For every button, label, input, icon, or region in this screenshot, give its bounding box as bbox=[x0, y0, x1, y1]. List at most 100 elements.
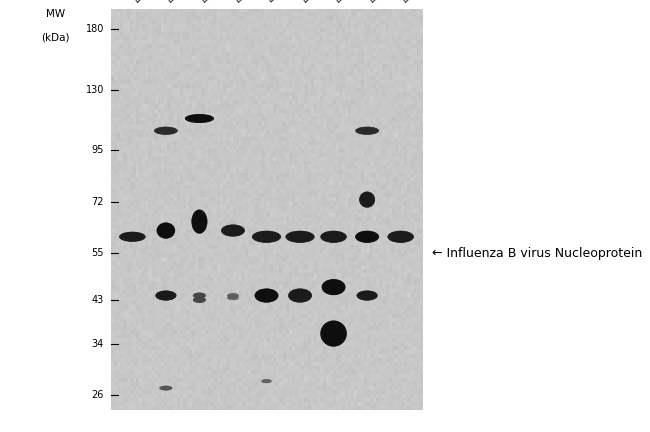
Ellipse shape bbox=[124, 233, 141, 241]
Ellipse shape bbox=[290, 289, 310, 302]
Ellipse shape bbox=[194, 297, 205, 303]
Ellipse shape bbox=[193, 292, 205, 299]
Ellipse shape bbox=[119, 232, 146, 242]
Ellipse shape bbox=[194, 297, 205, 303]
Ellipse shape bbox=[286, 231, 314, 243]
Ellipse shape bbox=[364, 195, 370, 204]
Ellipse shape bbox=[355, 231, 379, 243]
Ellipse shape bbox=[255, 232, 278, 242]
Ellipse shape bbox=[393, 232, 408, 241]
Ellipse shape bbox=[161, 225, 171, 236]
Ellipse shape bbox=[161, 128, 170, 133]
Ellipse shape bbox=[357, 127, 377, 134]
Ellipse shape bbox=[129, 235, 135, 239]
Ellipse shape bbox=[323, 232, 344, 242]
Ellipse shape bbox=[330, 327, 338, 340]
Ellipse shape bbox=[163, 226, 169, 235]
Ellipse shape bbox=[122, 232, 142, 241]
Ellipse shape bbox=[255, 289, 278, 302]
Text: B/Florida/07/04: B/Florida/07/04 bbox=[233, 0, 288, 4]
Ellipse shape bbox=[262, 379, 271, 383]
Ellipse shape bbox=[356, 231, 379, 243]
Ellipse shape bbox=[365, 196, 370, 203]
Ellipse shape bbox=[227, 293, 239, 298]
Ellipse shape bbox=[289, 232, 311, 242]
Ellipse shape bbox=[389, 231, 413, 242]
Ellipse shape bbox=[391, 232, 411, 242]
Ellipse shape bbox=[157, 127, 174, 134]
Ellipse shape bbox=[292, 290, 309, 301]
Ellipse shape bbox=[157, 222, 175, 238]
Ellipse shape bbox=[322, 231, 345, 242]
Ellipse shape bbox=[227, 227, 239, 235]
Ellipse shape bbox=[228, 293, 238, 298]
Ellipse shape bbox=[188, 114, 211, 122]
Ellipse shape bbox=[362, 128, 372, 133]
Ellipse shape bbox=[255, 289, 278, 302]
Ellipse shape bbox=[193, 297, 205, 303]
Ellipse shape bbox=[262, 234, 271, 240]
Ellipse shape bbox=[261, 379, 272, 383]
Ellipse shape bbox=[195, 298, 203, 302]
Ellipse shape bbox=[194, 293, 205, 298]
Ellipse shape bbox=[262, 292, 271, 299]
Ellipse shape bbox=[221, 225, 245, 237]
Ellipse shape bbox=[185, 114, 214, 123]
Ellipse shape bbox=[287, 231, 313, 242]
Ellipse shape bbox=[297, 234, 304, 239]
Ellipse shape bbox=[294, 291, 307, 300]
Ellipse shape bbox=[358, 291, 376, 300]
Ellipse shape bbox=[155, 291, 176, 301]
Ellipse shape bbox=[325, 232, 342, 241]
Ellipse shape bbox=[261, 379, 272, 383]
Ellipse shape bbox=[292, 232, 308, 241]
Ellipse shape bbox=[160, 292, 172, 299]
Ellipse shape bbox=[160, 386, 172, 391]
Ellipse shape bbox=[222, 225, 244, 236]
Ellipse shape bbox=[157, 127, 175, 134]
Ellipse shape bbox=[390, 232, 411, 242]
Ellipse shape bbox=[264, 380, 269, 382]
Ellipse shape bbox=[158, 127, 174, 134]
Ellipse shape bbox=[327, 233, 340, 241]
Ellipse shape bbox=[254, 231, 279, 242]
Ellipse shape bbox=[285, 231, 315, 243]
Ellipse shape bbox=[364, 293, 370, 298]
Ellipse shape bbox=[187, 114, 213, 123]
Ellipse shape bbox=[159, 386, 172, 391]
Ellipse shape bbox=[326, 232, 341, 241]
Ellipse shape bbox=[158, 223, 174, 238]
Ellipse shape bbox=[363, 129, 371, 133]
Ellipse shape bbox=[194, 116, 205, 121]
Ellipse shape bbox=[194, 212, 205, 232]
Ellipse shape bbox=[222, 225, 244, 236]
Ellipse shape bbox=[356, 127, 378, 134]
Ellipse shape bbox=[229, 296, 237, 300]
Ellipse shape bbox=[358, 127, 376, 134]
Ellipse shape bbox=[158, 291, 174, 300]
Ellipse shape bbox=[224, 226, 241, 235]
Ellipse shape bbox=[193, 292, 206, 299]
Text: B/Florida/04/06: B/Florida/04/06 bbox=[200, 0, 254, 4]
Ellipse shape bbox=[198, 299, 202, 302]
Ellipse shape bbox=[193, 292, 205, 299]
Ellipse shape bbox=[330, 234, 338, 240]
Ellipse shape bbox=[360, 192, 374, 207]
Ellipse shape bbox=[154, 127, 177, 135]
Ellipse shape bbox=[227, 295, 239, 300]
Ellipse shape bbox=[292, 233, 307, 241]
Ellipse shape bbox=[289, 232, 312, 242]
Ellipse shape bbox=[363, 234, 371, 240]
Ellipse shape bbox=[365, 234, 370, 239]
Ellipse shape bbox=[392, 232, 410, 241]
Ellipse shape bbox=[388, 231, 413, 243]
Ellipse shape bbox=[297, 293, 303, 299]
Ellipse shape bbox=[361, 233, 373, 241]
Ellipse shape bbox=[196, 214, 203, 229]
Ellipse shape bbox=[161, 386, 170, 390]
Text: 26: 26 bbox=[92, 390, 104, 400]
Ellipse shape bbox=[228, 295, 238, 300]
Ellipse shape bbox=[160, 224, 172, 237]
Ellipse shape bbox=[187, 114, 212, 123]
Ellipse shape bbox=[255, 289, 278, 302]
